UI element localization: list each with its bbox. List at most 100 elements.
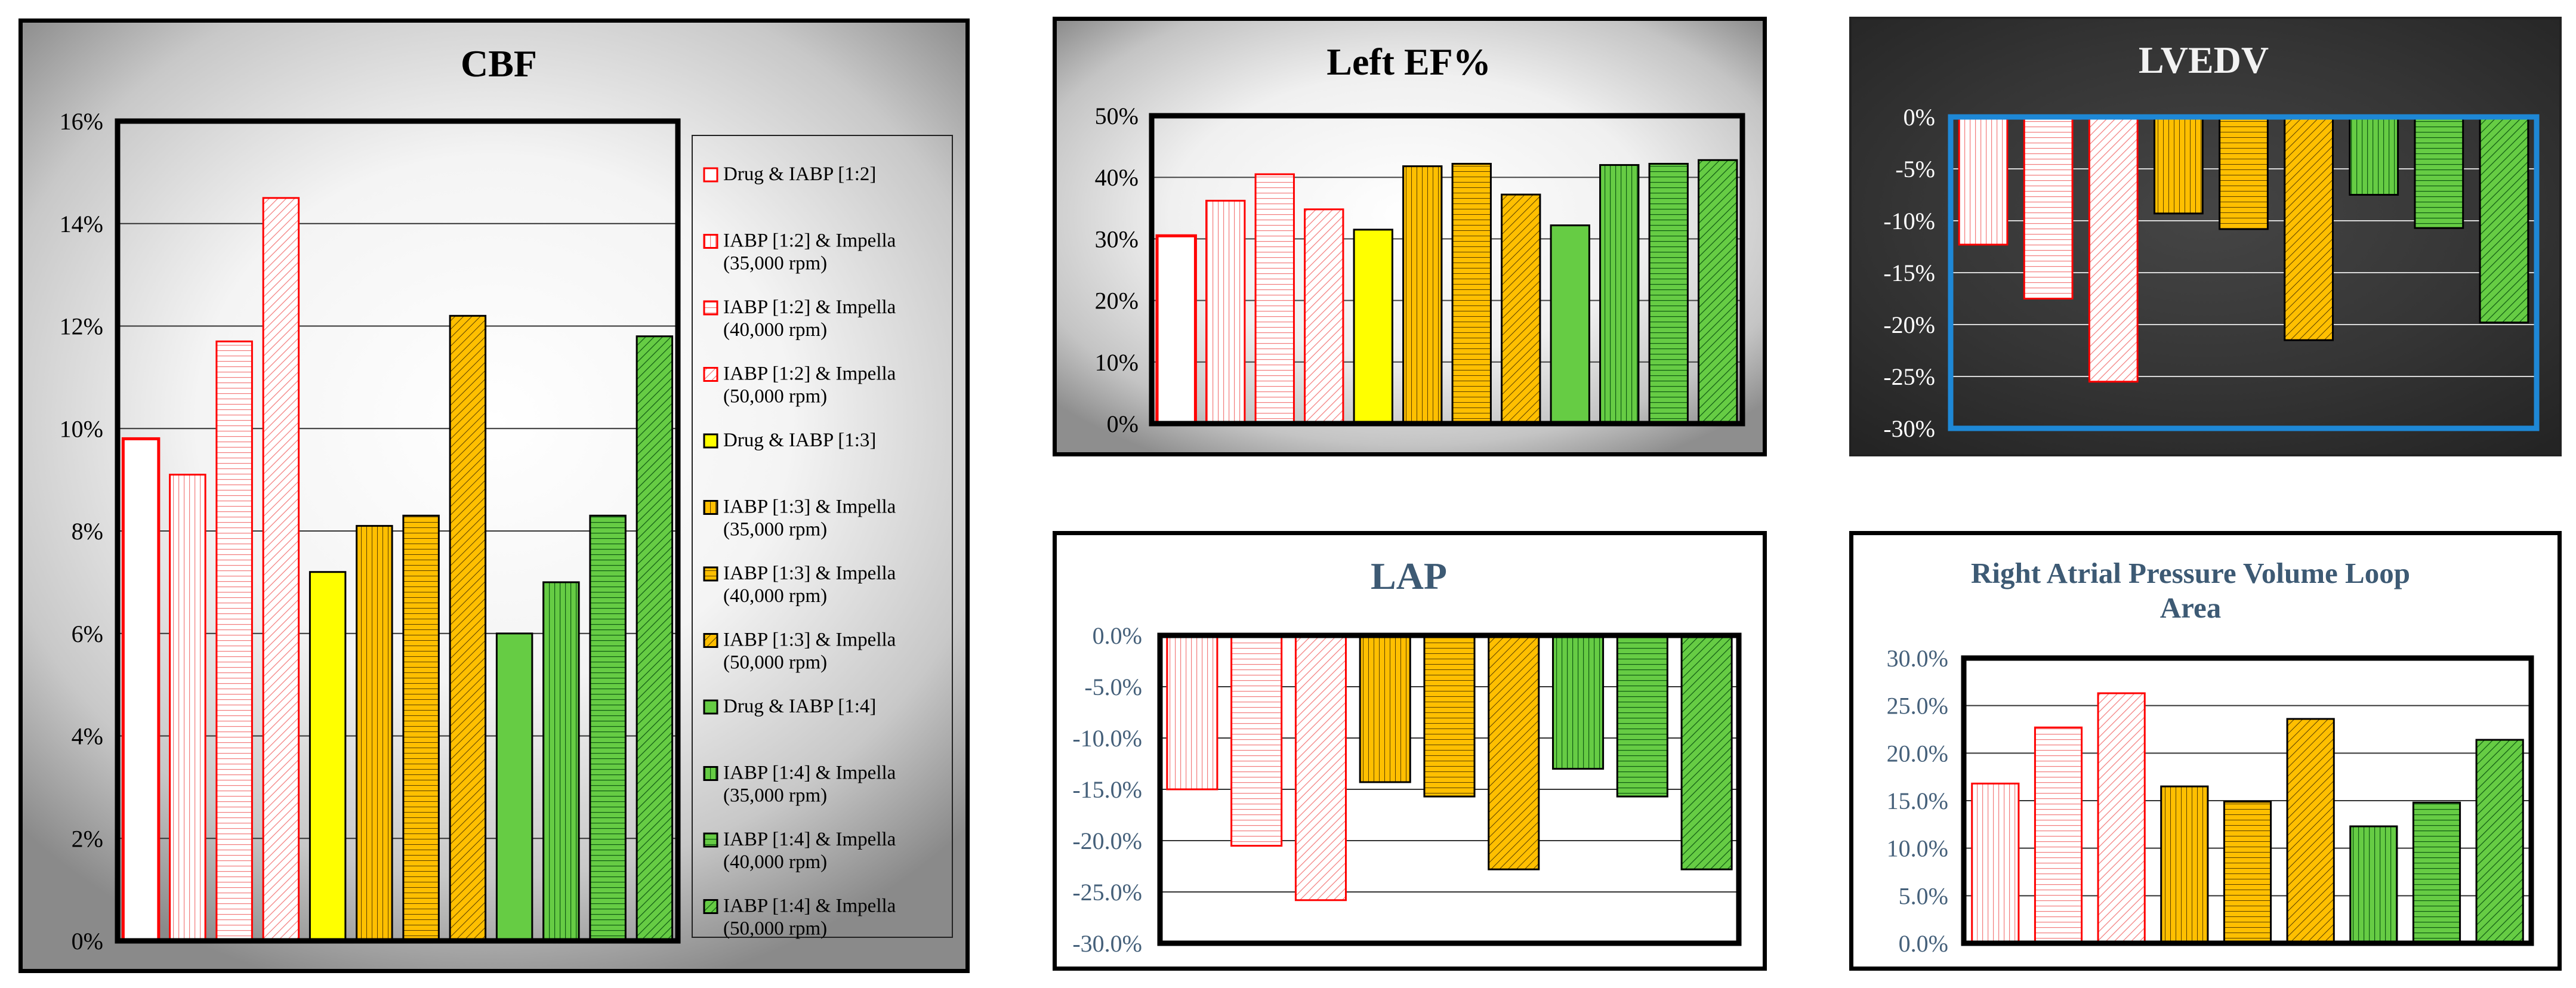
y-tick-label: -20%	[1883, 311, 1935, 338]
legend-label: (40,000 rpm)	[723, 319, 827, 341]
y-tick-label: 16%	[60, 108, 103, 135]
bar	[2475, 739, 2524, 944]
bar	[1552, 634, 1605, 770]
legend-swatch	[703, 633, 718, 648]
y-tick-label: 0%	[1107, 410, 1139, 437]
bar	[169, 474, 206, 942]
legend-swatch	[703, 234, 718, 249]
legend-swatch	[703, 832, 718, 848]
y-tick-label: 20%	[1095, 288, 1139, 314]
bar	[2412, 801, 2461, 944]
bar	[1958, 116, 2009, 246]
y-tick-label: 30%	[1095, 226, 1139, 252]
y-tick-label: 40%	[1095, 164, 1139, 191]
legend-label: (50,000 rpm)	[723, 918, 827, 940]
legend-label: (35,000 rpm)	[723, 253, 827, 274]
legend-label: IABP [1:4] & Impella	[723, 829, 896, 850]
lap-chart-panel: LAP 0.0% -5.0% -10.0% -15.0% -20.0% -25.0% -30.…	[1053, 531, 1767, 971]
y-tick-label: -25%	[1883, 363, 1935, 390]
y-tick-label: -15%	[1883, 260, 1935, 286]
y-tick-label: 0%	[72, 928, 103, 955]
bar	[2479, 116, 2529, 324]
legend-label: IABP [1:3] & Impella	[723, 563, 896, 584]
y-tick-label: 8%	[72, 518, 103, 545]
legend-label: Drug & IABP [1:3]	[723, 430, 876, 451]
bar	[1971, 782, 2020, 944]
bar	[635, 335, 674, 942]
plot-frame	[115, 118, 681, 944]
bar	[2023, 116, 2074, 300]
bar	[1488, 634, 1540, 870]
legend-label: IABP [1:4] & Impella	[723, 896, 896, 917]
legend-label: Drug & IABP [1:2]	[723, 163, 876, 185]
y-tick-label: -30.0%	[1072, 930, 1142, 957]
y-tick-label: 6%	[72, 620, 103, 647]
bar	[1680, 634, 1733, 870]
plot-frame	[1948, 114, 2540, 431]
legend-swatch	[703, 367, 718, 382]
left-ef-chart: Left EF% 0% 10% 20% 30% 40% 50%	[1095, 41, 1745, 437]
bar	[2349, 116, 2399, 196]
legend-swatch	[703, 899, 718, 914]
legend-label: (50,000 rpm)	[723, 386, 827, 407]
legend-label: (40,000 rpm)	[723, 585, 827, 607]
lap-chart: LAP 0.0% -5.0% -10.0% -15.0% -20.0% -25.0% -30.…	[1072, 555, 1742, 957]
bar	[1205, 199, 1246, 425]
legend-label: IABP [1:2] & Impella	[723, 230, 896, 252]
legend-swatch	[703, 500, 718, 515]
bar	[262, 197, 300, 942]
legend-label: Drug & IABP [1:4]	[723, 696, 876, 717]
legend-label: (35,000 rpm)	[723, 519, 827, 541]
y-tick-label: 25.0%	[1887, 693, 1948, 720]
bar	[1698, 159, 1738, 425]
y-tick-label: -10.0%	[1072, 725, 1142, 752]
bar	[542, 581, 580, 942]
bar	[2223, 801, 2272, 944]
bar	[2088, 116, 2139, 383]
chart-title: CBF	[461, 42, 537, 85]
bar	[1648, 162, 1689, 425]
legend-swatch	[703, 300, 718, 316]
bar	[1294, 634, 1347, 901]
bar	[2154, 116, 2204, 215]
bar	[2349, 825, 2398, 944]
y-tick-label: 10.0%	[1887, 835, 1948, 862]
legend-box	[692, 135, 953, 938]
bar	[1451, 162, 1492, 425]
legend-label: IABP [1:4] & Impella	[723, 762, 896, 784]
legend-label: (35,000 rpm)	[723, 785, 827, 807]
bar	[1550, 224, 1590, 425]
y-tick-label: -15.0%	[1072, 776, 1142, 803]
legend-swatch	[703, 699, 718, 715]
y-tick-label: 15.0%	[1887, 788, 1948, 814]
y-tick-label: -10%	[1883, 208, 1935, 234]
y-tick-label: -20.0%	[1072, 828, 1142, 854]
bar	[2034, 726, 2083, 944]
bar	[402, 514, 440, 942]
bar	[121, 437, 161, 943]
bar	[1501, 193, 1541, 425]
legend-label: IABP [1:2] & Impella	[723, 363, 896, 385]
right-atrial-pv-loop-chart-panel: Right Atrial Pressure Volume Loop Area 0.0…	[1849, 531, 2562, 971]
bar	[1254, 173, 1295, 425]
chart-title-line: Right Atrial Pressure Volume Loop	[1971, 557, 2410, 589]
y-tick-label: 4%	[72, 723, 103, 750]
bar	[1166, 634, 1218, 791]
bar	[2219, 116, 2269, 230]
bar	[356, 524, 393, 942]
bar	[1353, 229, 1393, 425]
bar	[589, 514, 627, 942]
y-tick-label: 12%	[60, 313, 103, 340]
legend-label: IABP [1:2] & Impella	[723, 297, 896, 318]
bar	[2414, 116, 2464, 229]
chart-title-line: Area	[2160, 591, 2222, 624]
bar	[449, 314, 487, 942]
legend-label: (50,000 rpm)	[723, 652, 827, 674]
y-tick-label: 30.0%	[1887, 645, 1948, 672]
y-tick-label: 0.0%	[1899, 930, 1948, 957]
y-tick-label: -25.0%	[1072, 879, 1142, 906]
bar	[1155, 234, 1197, 425]
legend-label: IABP [1:3] & Impella	[723, 629, 896, 651]
legend-swatch	[703, 566, 718, 582]
